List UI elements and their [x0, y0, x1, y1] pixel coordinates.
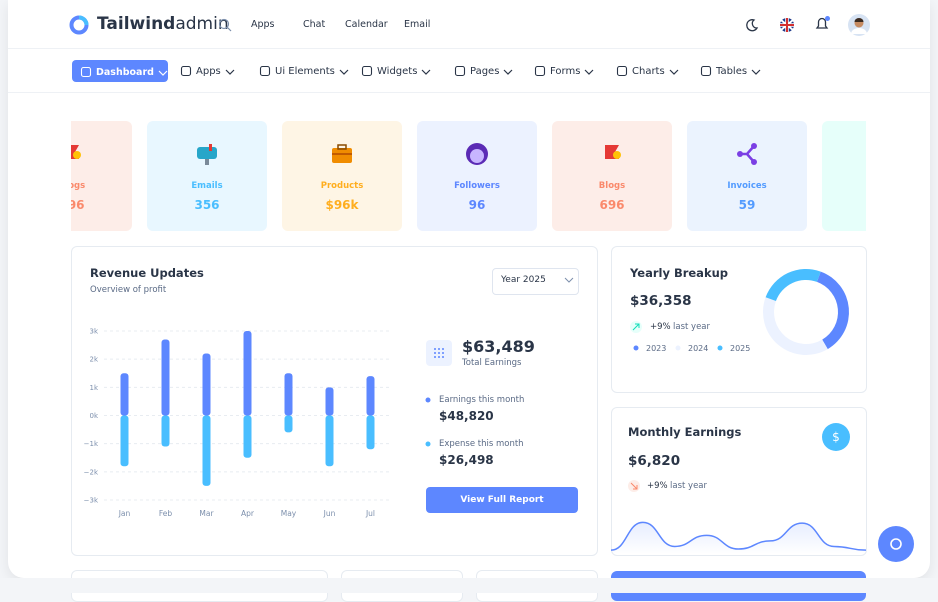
down-badge	[628, 480, 640, 492]
chevron	[225, 69, 235, 75]
divider	[8, 48, 930, 49]
nav-link[interactable]: Chat	[303, 19, 326, 30]
chevron	[158, 70, 168, 76]
stat-icon	[197, 144, 217, 165]
stat-carousel: Blogs 696 Emails 356 Products $96k Followers 96…	[71, 121, 866, 231]
stat-card[interactable]: Blogs 696	[71, 121, 132, 231]
menu-item[interactable]: Widgets	[361, 65, 431, 77]
menu-item[interactable]: Apps	[180, 65, 235, 77]
menu-item[interactable]: Pages	[454, 65, 513, 77]
stat-card[interactable]: Invoices 59	[687, 121, 807, 231]
stat-value: 696	[599, 198, 625, 212]
menu-item[interactable]: Forms	[534, 65, 594, 77]
menu-icon	[700, 65, 712, 77]
theme-toggle[interactable]	[745, 18, 759, 32]
menu-label: Pages	[470, 66, 500, 77]
chevron	[669, 69, 679, 75]
total-label: Total Earnings	[462, 358, 522, 368]
stat-card[interactable]: Followers 96	[417, 121, 537, 231]
page-bottom	[0, 578, 938, 593]
stat-icon	[71, 145, 81, 159]
menu-icon	[534, 65, 546, 77]
nav-link[interactable]: Apps	[251, 19, 275, 30]
chevron	[751, 69, 761, 75]
menu-item[interactable]: Dashboard	[80, 66, 168, 78]
menu-label: Widgets	[377, 66, 418, 77]
menu-item[interactable]: Charts	[616, 65, 679, 77]
logo	[69, 15, 89, 35]
menu-icon	[454, 65, 466, 77]
stat-label: Followers	[454, 181, 500, 191]
menu-label: Charts	[632, 66, 665, 77]
chevron	[422, 69, 431, 75]
brand-light: admin	[175, 14, 229, 34]
earnings-icon	[426, 340, 452, 366]
menu-label: Tables	[716, 66, 748, 77]
stat-label: Emails	[191, 181, 223, 191]
period-select[interactable]	[492, 268, 579, 295]
stat-icon	[737, 143, 757, 165]
stat-value: 59	[738, 198, 756, 212]
up-badge	[630, 321, 642, 333]
stat-card[interactable]: Products $96k	[282, 121, 402, 231]
stat-card[interactable]	[822, 121, 866, 231]
search-icon[interactable]	[218, 18, 232, 32]
stat-value: $96k	[325, 198, 359, 212]
chevron	[339, 69, 349, 75]
menu-icon	[80, 66, 92, 78]
menu-item[interactable]: Tables	[700, 65, 761, 77]
stat-label: Invoices	[727, 181, 767, 191]
nav-link[interactable]: Email	[404, 19, 431, 30]
view-report-button[interactable]: View Full Report	[426, 487, 578, 513]
brand[interactable]: Tailwindadmin	[97, 16, 229, 33]
stat-icon	[332, 144, 352, 163]
stat-label: Blogs	[71, 181, 86, 191]
card-title: Revenue Updates	[90, 266, 204, 280]
dollar-icon: $	[822, 423, 850, 451]
chevron	[584, 69, 594, 75]
stat-label: Products	[320, 181, 364, 191]
language-flag[interactable]	[779, 17, 795, 33]
earnings-label: Earnings this month	[439, 395, 525, 405]
brand-bold: Tailwind	[97, 14, 176, 34]
yearly-amount: $36,358	[630, 293, 692, 309]
card-title: Yearly Breakup	[630, 266, 729, 280]
card-subtitle: Overview of profit	[90, 285, 167, 295]
nav-link[interactable]: Calendar	[345, 19, 388, 30]
change-label: last year	[670, 481, 707, 491]
chevron	[503, 69, 513, 75]
expense-label: Expense this month	[439, 439, 524, 449]
monthly-amount: $6,820	[628, 453, 681, 469]
change: +9%	[650, 322, 671, 332]
stat-icon	[466, 143, 488, 165]
total-amount: $63,489	[462, 337, 535, 356]
card-title: Monthly Earnings	[628, 425, 742, 439]
menu-label: Forms	[550, 66, 581, 77]
stat-value: 96	[468, 198, 486, 212]
notifications[interactable]	[813, 15, 831, 33]
period-value: Year 2025	[501, 275, 546, 285]
menu-icon	[616, 65, 628, 77]
stat-value: 356	[194, 198, 220, 212]
menu-label: Dashboard	[96, 67, 154, 78]
menu-icon	[361, 65, 373, 77]
stat-card[interactable]: Emails 356	[147, 121, 267, 231]
avatar[interactable]	[848, 14, 870, 36]
earnings-amount: $48,820	[439, 409, 494, 423]
change-label: last year	[673, 322, 710, 332]
stat-label: Blogs	[598, 181, 626, 191]
change: +9%	[647, 481, 668, 491]
divider	[8, 92, 930, 93]
menu-icon	[259, 65, 271, 77]
menu-item[interactable]: Ui Elements	[259, 65, 349, 77]
stat-icon	[605, 145, 621, 159]
expense-amount: $26,498	[439, 453, 494, 467]
stat-value: 696	[71, 198, 85, 212]
menu-label: Ui Elements	[275, 66, 335, 77]
menu-label: Apps	[196, 66, 221, 77]
stat-card[interactable]: Blogs 696	[552, 121, 672, 231]
menu-active-bg[interactable]	[72, 60, 168, 82]
menu-icon	[180, 65, 192, 77]
